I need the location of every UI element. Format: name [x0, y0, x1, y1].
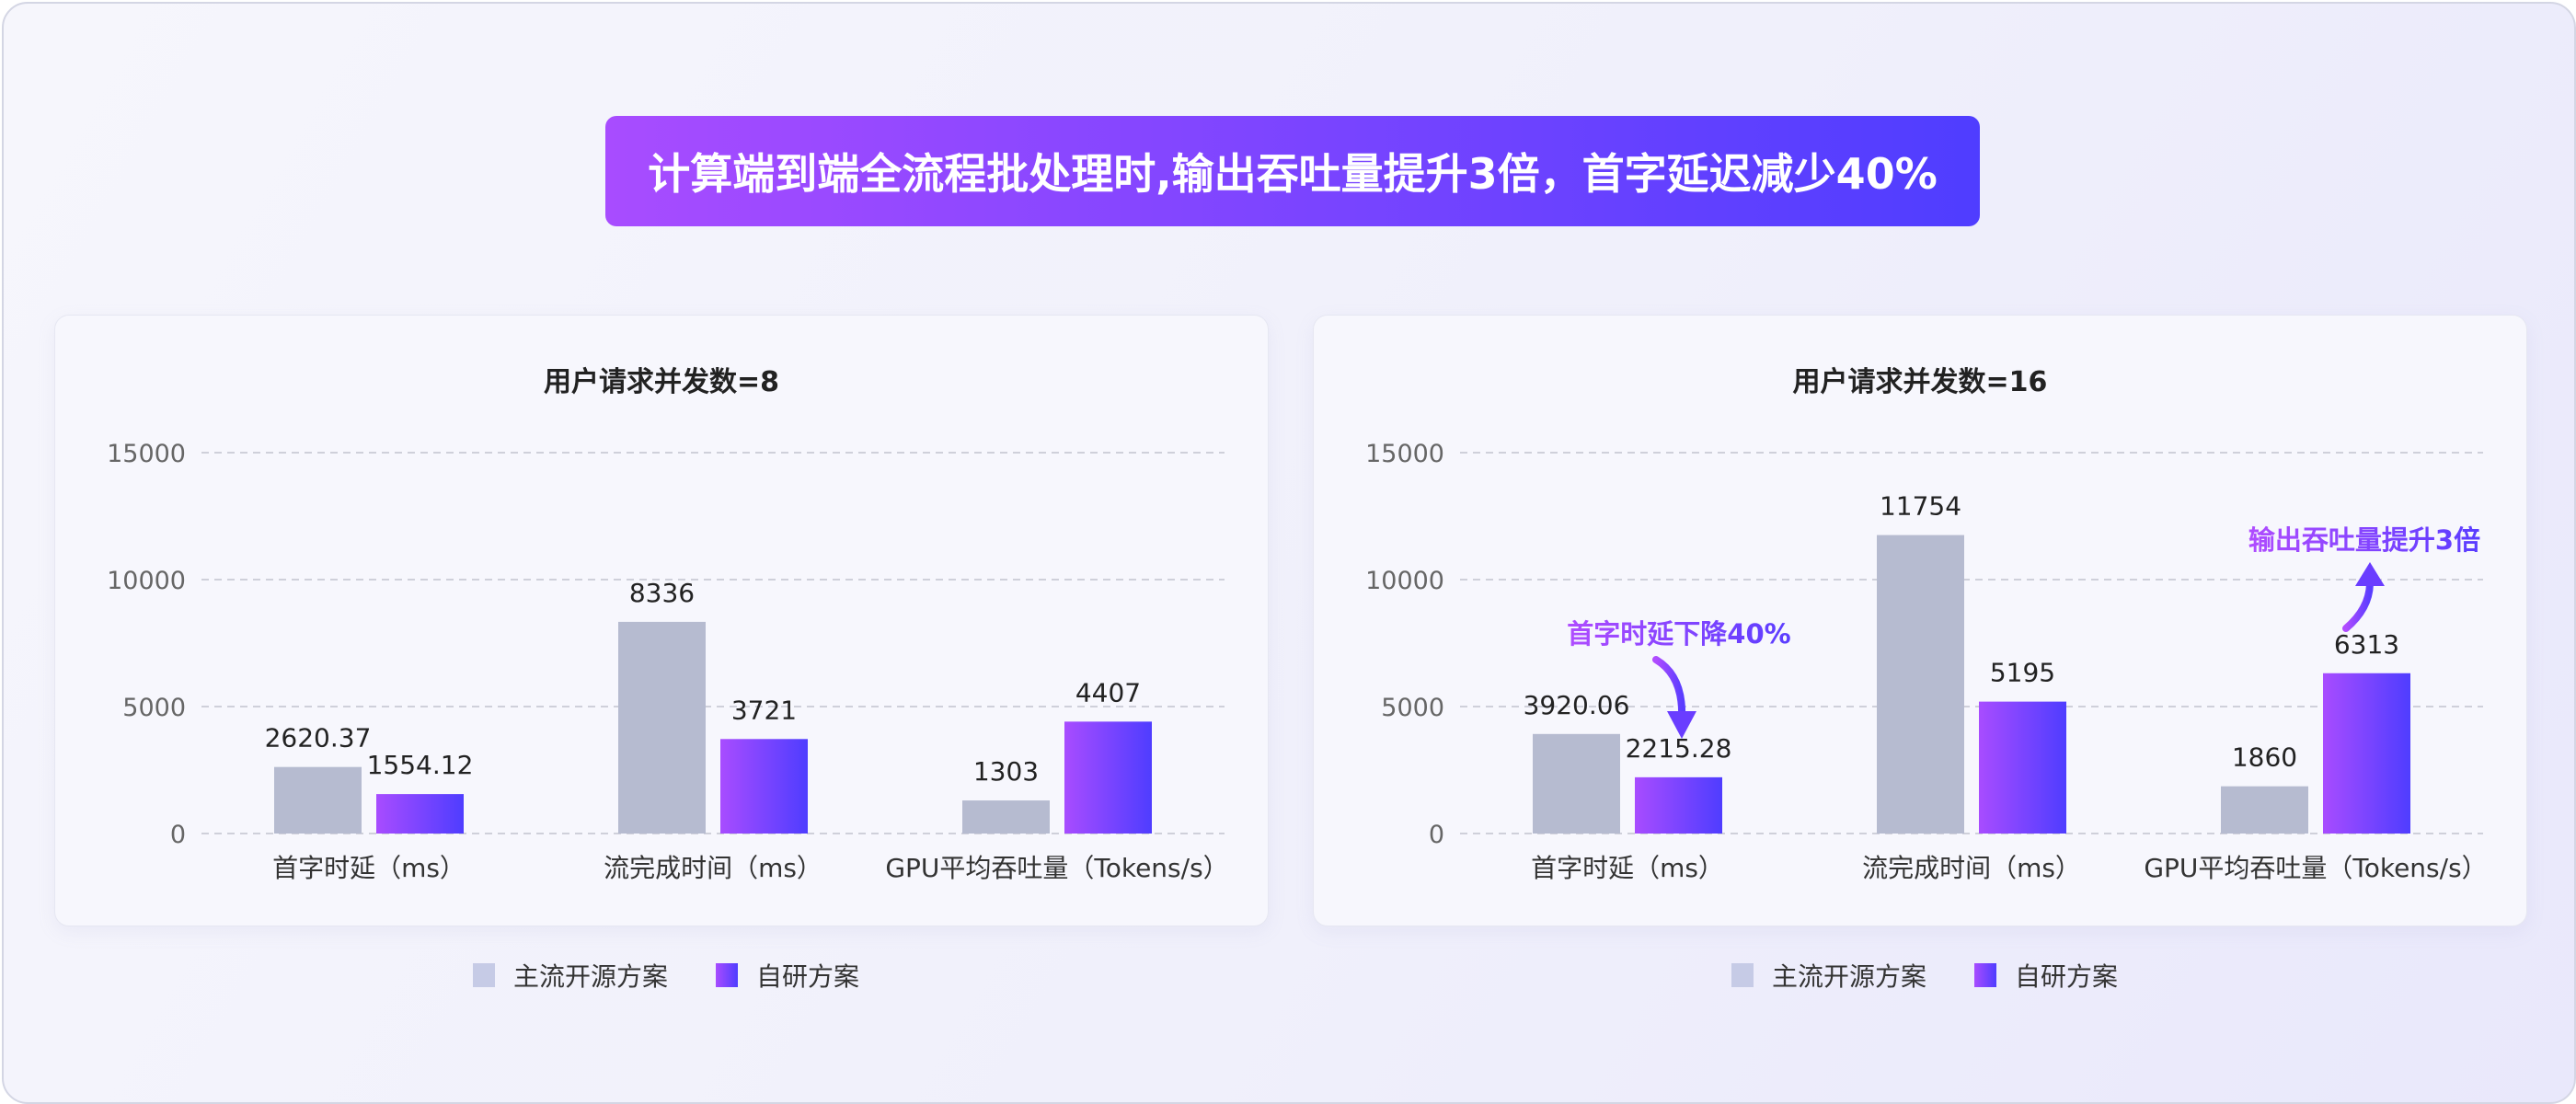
y-tick-label: 0: [1429, 821, 1444, 849]
data-label: 5195: [1990, 658, 2055, 688]
headline-text: 计算端到端全流程批处理时,输出吞吐量提升3倍，首字延迟减少40%: [648, 149, 1938, 199]
y-tick-label: 15000: [107, 440, 186, 468]
legend-label: 自研方案: [756, 961, 860, 992]
arrow-down-head-icon: [1667, 711, 1696, 739]
legend-swatch-ours: [716, 963, 739, 987]
chart-card-concurrency-16: 用户请求并发数=16 0 5000 10000 15000 3920.06 2215.28 首…: [1313, 315, 2527, 926]
headline-banner: 计算端到端全流程批处理时,输出吞吐量提升3倍，首字延迟减少40%: [605, 116, 1980, 226]
y-tick-label: 15000: [1365, 440, 1444, 468]
y-tick-label: 10000: [107, 567, 186, 595]
data-label: 6313: [2334, 629, 2399, 660]
category-label: 首字时延（ms）: [1531, 853, 1724, 883]
bar-ours: [1979, 701, 2066, 834]
bar-baseline: [962, 800, 1050, 834]
legend-swatch-baseline: [1731, 963, 1754, 987]
bar-baseline: [618, 621, 706, 834]
data-label: 1860: [2232, 742, 2297, 773]
legend-label: 主流开源方案: [1772, 961, 1927, 992]
bar-ours: [720, 739, 808, 834]
arrow-up-icon: [2342, 579, 2374, 632]
category-label: GPU平均吞吐量（Tokens/s）: [2144, 853, 2487, 883]
bar-ours: [1635, 776, 1722, 834]
annotation-text: 输出吞吐量提升3倍: [2248, 524, 2480, 556]
data-label: 3920.06: [1524, 690, 1630, 720]
legend-right: 主流开源方案 自研方案: [1731, 957, 2166, 994]
data-label: 1554.12: [367, 750, 474, 780]
legend-swatch-baseline: [473, 963, 495, 987]
legend-item-baseline: 主流开源方案: [473, 957, 668, 994]
chart-title: 用户请求并发数=8: [544, 366, 779, 398]
bar-baseline: [1533, 733, 1620, 834]
data-label: 8336: [629, 578, 695, 608]
bar-baseline: [274, 766, 362, 834]
y-tick-label: 5000: [1381, 694, 1444, 722]
category-label: GPU平均吞吐量（Tokens/s）: [885, 853, 1228, 883]
legend-label: 主流开源方案: [513, 961, 669, 992]
legend-left: 主流开源方案 自研方案: [473, 957, 907, 994]
y-tick-label: 0: [170, 821, 186, 849]
legend-item-ours: 自研方案: [1974, 957, 2118, 994]
data-label: 3721: [731, 695, 797, 725]
data-label: 11754: [1880, 491, 1961, 522]
chart-title: 用户请求并发数=16: [1793, 366, 2048, 398]
legend-label: 自研方案: [2015, 961, 2119, 992]
data-label: 2620.37: [265, 723, 372, 753]
bar-chart-svg: 用户请求并发数=16 0 5000 10000 15000 3920.06 2215.28 首…: [1365, 366, 2488, 883]
arrow-up-head-icon: [2355, 562, 2385, 586]
legend-swatch-ours: [1974, 963, 1997, 987]
bar-baseline: [1877, 535, 1964, 834]
data-label: 2215.28: [1626, 733, 1732, 764]
bar-ours: [376, 794, 464, 834]
bar-ours: [2323, 673, 2410, 834]
category-label: 流完成时间（ms）: [1862, 853, 2081, 883]
category-label: 流完成时间（ms）: [604, 853, 822, 883]
bar-baseline: [2221, 786, 2308, 834]
legend-item-baseline: 主流开源方案: [1731, 957, 1926, 994]
data-label: 4407: [1075, 677, 1141, 707]
annotation-text: 首字时延下降40%: [1567, 618, 1790, 650]
y-tick-label: 5000: [122, 694, 186, 722]
category-label: 首字时延（ms）: [272, 853, 466, 883]
legend-item-ours: 自研方案: [716, 957, 859, 994]
chart-card-concurrency-8: 用户请求并发数=8 0 5000 10000 15000 2620.37 1554.12 首字…: [54, 315, 1269, 926]
data-label: 1303: [973, 756, 1039, 787]
bar-ours: [1064, 721, 1152, 834]
y-tick-label: 10000: [1365, 567, 1444, 595]
arrow-down-icon: [1652, 656, 1686, 722]
